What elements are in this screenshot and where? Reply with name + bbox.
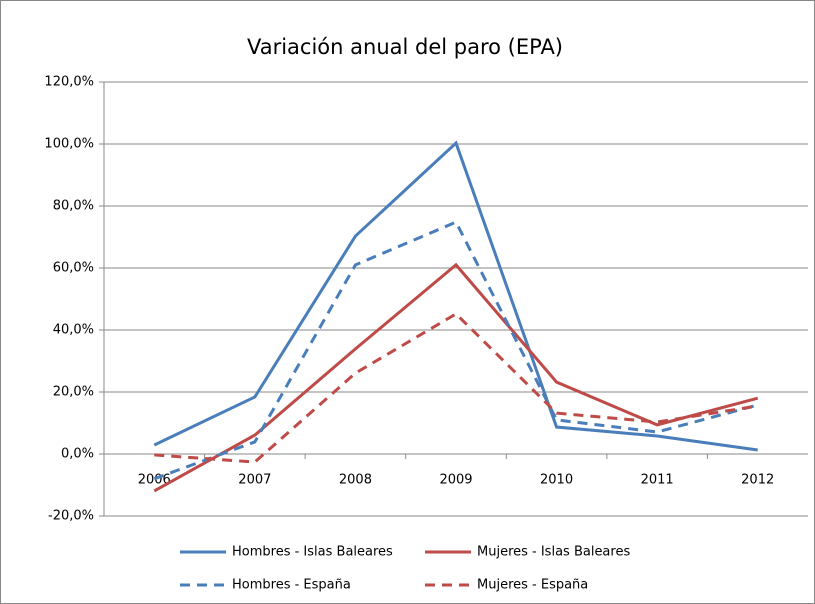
y-tick-label: 100,0% <box>44 137 94 152</box>
legend-label: Hombres - Islas Baleares <box>232 545 393 560</box>
y-tick-label: 80,0% <box>53 199 94 214</box>
y-tick-label: 40,0% <box>53 323 94 338</box>
series-line <box>153 262 759 493</box>
y-tick-label: 120,0% <box>44 75 94 90</box>
legend-label: Hombres - España <box>232 578 351 593</box>
y-tick-label: 0,0% <box>61 447 94 462</box>
x-tick-label: 2009 <box>439 473 472 488</box>
x-tick-label: 2007 <box>238 473 271 488</box>
x-tick-label: 2008 <box>339 473 372 488</box>
legend-label: Mujeres - Islas Baleares <box>477 545 630 560</box>
x-tick-label: 2012 <box>741 473 774 488</box>
legend-label: Mujeres - España <box>477 578 588 593</box>
y-tick-label: -20,0% <box>48 509 94 524</box>
series-line <box>153 140 758 452</box>
y-tick-label: 60,0% <box>53 261 94 276</box>
x-tick-label: 2010 <box>540 473 573 488</box>
chart-title: Variación anual del paro (EPA) <box>247 35 563 59</box>
series-line <box>153 220 759 481</box>
x-tick-label: 2011 <box>641 473 674 488</box>
y-tick-label: 20,0% <box>53 385 94 400</box>
